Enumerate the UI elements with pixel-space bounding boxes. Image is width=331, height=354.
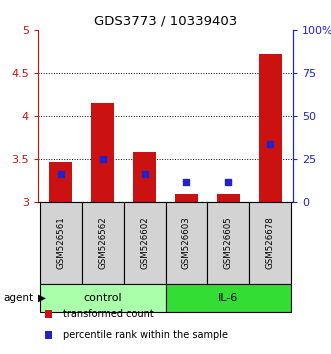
Bar xyxy=(166,284,291,312)
Text: GSM526561: GSM526561 xyxy=(57,217,66,269)
Text: GSM526605: GSM526605 xyxy=(224,217,233,269)
Text: agent: agent xyxy=(3,293,33,303)
Text: control: control xyxy=(83,293,122,303)
Bar xyxy=(207,202,249,284)
Bar xyxy=(40,202,82,284)
Bar xyxy=(259,54,281,202)
Text: GSM526602: GSM526602 xyxy=(140,217,149,269)
Bar xyxy=(91,103,114,202)
Bar xyxy=(166,202,207,284)
Text: transformed count: transformed count xyxy=(63,309,154,319)
Bar xyxy=(133,152,156,202)
Bar xyxy=(249,202,291,284)
Bar xyxy=(40,284,166,312)
Bar xyxy=(217,194,240,202)
Text: percentile rank within the sample: percentile rank within the sample xyxy=(63,330,228,340)
Text: GSM526678: GSM526678 xyxy=(265,217,274,269)
Text: GSM526562: GSM526562 xyxy=(98,217,107,269)
Bar xyxy=(50,161,72,202)
Text: GSM526603: GSM526603 xyxy=(182,217,191,269)
Bar xyxy=(124,202,166,284)
Text: ▶: ▶ xyxy=(38,293,46,303)
Bar xyxy=(82,202,124,284)
Title: GDS3773 / 10339403: GDS3773 / 10339403 xyxy=(94,15,237,28)
Bar xyxy=(175,194,198,202)
Text: IL-6: IL-6 xyxy=(218,293,238,303)
